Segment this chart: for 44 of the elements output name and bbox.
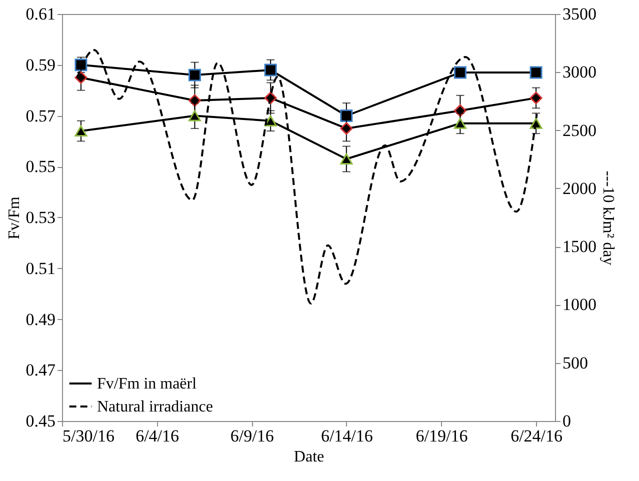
y2-tick-label: 0 (562, 412, 571, 430)
x-tick-label: 6/9/16 (230, 426, 274, 446)
y2-tick-label: 1500 (562, 237, 596, 256)
x-tick-label: 6/19/16 (416, 426, 468, 446)
x-tick-label: 6/14/16 (320, 426, 373, 446)
y-tick-label: 0.55 (26, 157, 56, 176)
y-tick-label: 0.57 (26, 106, 56, 126)
point (264, 64, 277, 76)
y2-tick-label: 1000 (562, 295, 596, 314)
point (188, 94, 201, 107)
y-tick-label: 0.51 (26, 258, 56, 278)
y-tick-label: 0.47 (26, 360, 56, 380)
y-tick-label: 0.53 (26, 208, 56, 227)
point (530, 66, 542, 79)
point (454, 118, 466, 129)
y-tick-label: 0.45 (26, 412, 56, 430)
x-tick-label: 6/4/16 (136, 426, 180, 446)
point (340, 122, 353, 135)
y-tick-label: 0.59 (26, 55, 56, 74)
legend-label: Natural irradiance (97, 398, 213, 416)
x-tick-label: 5/30/16 (62, 426, 114, 446)
y2-tick-label: 500 (562, 353, 588, 372)
y2-tick-label: 2500 (562, 120, 596, 140)
point (340, 110, 353, 122)
point (340, 154, 353, 164)
y-tick-label: 0.61 (26, 4, 56, 24)
legend-label: Fv/Fm in maërl (97, 376, 198, 392)
point (264, 115, 277, 126)
point (188, 110, 201, 122)
y-tick-label: 0.49 (26, 310, 56, 329)
point (188, 68, 201, 82)
point (74, 58, 88, 72)
point (74, 126, 88, 137)
y2-tick-label: 3000 (562, 62, 596, 82)
y2-tick-label: 3500 (562, 4, 596, 24)
y2-axis-title: ---10 kJm² day (600, 170, 616, 266)
x-axis-title: Date (294, 448, 324, 466)
point (530, 92, 542, 104)
x-tick-label: 6/24/16 (510, 426, 563, 446)
point (74, 71, 88, 84)
point (454, 104, 466, 117)
y2-tick-label: 2000 (562, 178, 596, 198)
point (454, 66, 466, 79)
y-axis-title: Fv/Fm (6, 196, 23, 240)
